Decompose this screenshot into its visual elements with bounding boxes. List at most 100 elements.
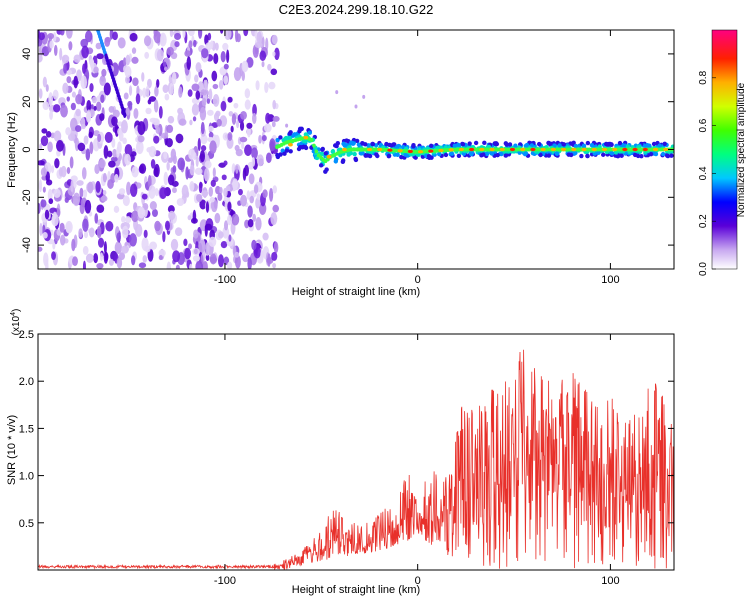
trace-peak <box>581 147 587 152</box>
noise-blob <box>53 44 58 56</box>
noise-blob <box>271 34 278 45</box>
trace-blob <box>489 151 495 156</box>
noise-blob <box>219 186 223 195</box>
noise-blob <box>231 113 237 125</box>
spectrogram-y-ticks: -40 -20 0 20 40 <box>21 48 674 253</box>
noise-blob <box>142 255 148 263</box>
noise-blob <box>271 251 278 261</box>
noise-blob <box>247 205 253 218</box>
noise-blob <box>79 187 84 198</box>
noise-blob <box>176 198 185 207</box>
noise-blob <box>197 137 201 152</box>
trace-blob <box>660 151 666 157</box>
trace-blob <box>352 151 357 157</box>
noise-blob <box>193 229 199 239</box>
noise-blob <box>188 30 195 37</box>
trace-blob <box>275 137 280 143</box>
trace-blob <box>346 152 351 157</box>
trace-blob <box>359 151 364 156</box>
noise-blob <box>208 236 217 248</box>
trace-peak <box>540 147 546 152</box>
noise-blob <box>159 187 167 200</box>
trace-blob <box>473 140 479 146</box>
noise-blob <box>81 45 89 59</box>
trace-blob <box>482 140 487 146</box>
noise-blob <box>166 161 170 171</box>
noise-blob <box>195 62 202 73</box>
trace-blob <box>335 140 341 146</box>
trace-blob <box>617 153 622 158</box>
noise-blob <box>103 82 111 96</box>
noise-blob <box>121 216 126 223</box>
noise-blob <box>251 147 258 159</box>
snr-y-label: SNR (10 * v/v) <box>6 415 18 485</box>
noise-blob <box>189 119 193 126</box>
noise-blob <box>146 147 153 153</box>
noise-blob <box>96 204 105 213</box>
spectrogram-y-tick-label: -40 <box>21 237 33 253</box>
noise-blob <box>91 96 97 104</box>
noise-blob <box>193 39 197 48</box>
noise-blob <box>52 241 56 250</box>
noise-blob <box>209 196 215 203</box>
noise-blob <box>120 245 129 254</box>
snr-exponent-prefix: (x10 <box>11 315 22 335</box>
noise-blob <box>122 137 127 145</box>
signal-trace <box>275 126 674 174</box>
noise-blob <box>195 260 204 269</box>
trace-blob <box>600 152 606 157</box>
noise-blob <box>187 89 193 97</box>
noise-blob <box>49 110 53 121</box>
trace-peak <box>622 147 628 152</box>
noise-blob <box>228 110 234 117</box>
trace-peak <box>438 148 444 153</box>
noise-blob <box>252 112 257 125</box>
trace-blob <box>653 151 659 157</box>
noise-blob <box>272 204 280 213</box>
trace-blob <box>275 152 280 158</box>
noise-blob <box>209 140 217 154</box>
noise-blob <box>164 66 168 72</box>
noise-blob <box>172 250 181 263</box>
trace-peak <box>428 149 434 153</box>
noise-blob <box>60 165 67 178</box>
noise-blob <box>234 251 240 258</box>
trace-blob <box>297 144 303 150</box>
spectrogram-y-tick-label: -20 <box>21 189 33 205</box>
noise-blob <box>96 262 104 269</box>
noise-blob <box>114 173 119 183</box>
trace-peak <box>479 147 485 152</box>
noise-blob <box>103 145 109 159</box>
noise-blob <box>223 63 229 70</box>
noise-blob <box>135 140 144 155</box>
spectrogram-y-tick-label: 40 <box>21 48 33 60</box>
noise-blob <box>153 135 160 144</box>
noise-blob <box>233 67 242 82</box>
noise-blob <box>70 179 74 193</box>
noise-blob <box>206 98 211 104</box>
noise-blob <box>144 51 150 59</box>
noise-blob <box>186 56 192 70</box>
trace-blob <box>282 151 287 156</box>
noise-blob <box>204 34 209 46</box>
noise-blob <box>89 58 95 69</box>
noise-blob <box>38 179 43 193</box>
noise-blob <box>261 135 267 142</box>
noise-blob <box>38 32 45 41</box>
noise-blob <box>70 102 76 111</box>
noise-blob <box>136 85 140 96</box>
noise-blob <box>135 224 143 237</box>
trace-peak <box>530 147 536 152</box>
noise-blob <box>169 82 174 96</box>
noise-blob <box>244 164 249 177</box>
trace-blob <box>538 152 543 158</box>
noise-blob <box>156 48 164 62</box>
noise-blob <box>39 222 43 236</box>
colorbar-tick-label: 0.0 <box>698 262 709 276</box>
trace-blob <box>426 154 432 159</box>
noise-blob <box>100 195 108 202</box>
trace-blob <box>523 151 529 156</box>
noise-blob <box>241 60 249 73</box>
trace-blob <box>495 152 500 158</box>
noise-blob <box>234 255 241 269</box>
